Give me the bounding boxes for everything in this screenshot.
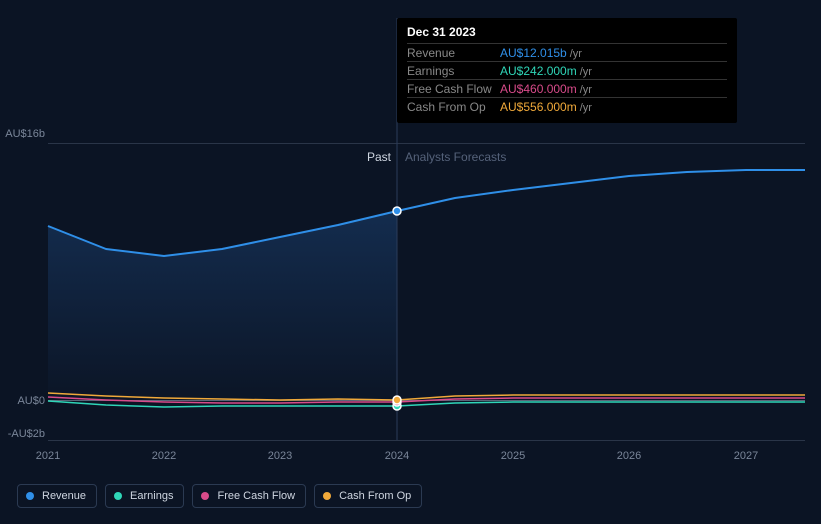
tooltip-row-value: AU$460.000m <box>500 82 577 96</box>
legend-dot-icon <box>26 492 34 500</box>
legend-item-cfo[interactable]: Cash From Op <box>314 484 422 508</box>
tooltip-row-unit: /yr <box>570 48 582 60</box>
x-axis-label: 2021 <box>36 450 60 462</box>
tooltip-date: Dec 31 2023 <box>407 25 727 43</box>
tooltip-row-label: Earnings <box>407 64 500 78</box>
tooltip-row-value: AU$12.015b <box>500 46 567 60</box>
legend-item-revenue[interactable]: Revenue <box>17 484 97 508</box>
tooltip-row: EarningsAU$242.000m/yr <box>407 61 727 79</box>
tooltip-row: RevenueAU$12.015b/yr <box>407 43 727 61</box>
legend-item-earnings[interactable]: Earnings <box>105 484 184 508</box>
x-axis-label: 2027 <box>734 450 758 462</box>
tooltip-row-value: AU$556.000m <box>500 100 577 114</box>
x-axis-label: 2025 <box>501 450 525 462</box>
tooltip-row-unit: /yr <box>580 102 592 114</box>
y-axis-label: AU$16b <box>5 128 45 140</box>
legend-item-fcf[interactable]: Free Cash Flow <box>192 484 306 508</box>
tooltip-row-unit: /yr <box>580 84 592 96</box>
y-axis-label: AU$0 <box>17 395 45 407</box>
chart-tooltip: Dec 31 2023 RevenueAU$12.015b/yrEarnings… <box>397 18 737 123</box>
legend-label: Cash From Op <box>339 490 411 502</box>
legend-label: Free Cash Flow <box>217 490 295 502</box>
tooltip-row: Cash From OpAU$556.000m/yr <box>407 97 727 115</box>
legend-dot-icon <box>114 492 122 500</box>
cursor-marker-cfo <box>393 396 401 404</box>
x-axis-label: 2022 <box>152 450 176 462</box>
revenue-area-past <box>48 211 397 400</box>
tooltip-row-unit: /yr <box>580 66 592 78</box>
series-line-revenue <box>48 170 805 256</box>
tooltip-row-label: Free Cash Flow <box>407 82 500 96</box>
x-axis-label: 2023 <box>268 450 292 462</box>
legend-dot-icon <box>201 492 209 500</box>
financials-chart: Past Analysts Forecasts AU$16bAU$0-AU$2b… <box>17 0 805 524</box>
legend-dot-icon <box>323 492 331 500</box>
legend-label: Earnings <box>130 490 173 502</box>
tooltip-row: Free Cash FlowAU$460.000m/yr <box>407 79 727 97</box>
x-axis-label: 2026 <box>617 450 641 462</box>
cursor-marker-revenue <box>393 207 401 215</box>
legend-label: Revenue <box>42 490 86 502</box>
tooltip-row-label: Cash From Op <box>407 100 500 114</box>
tooltip-row-value: AU$242.000m <box>500 64 577 78</box>
y-axis-label: -AU$2b <box>8 428 45 440</box>
chart-legend: Revenue Earnings Free Cash Flow Cash From O… <box>17 484 422 508</box>
x-axis-label: 2024 <box>385 450 409 462</box>
tooltip-row-label: Revenue <box>407 46 500 60</box>
